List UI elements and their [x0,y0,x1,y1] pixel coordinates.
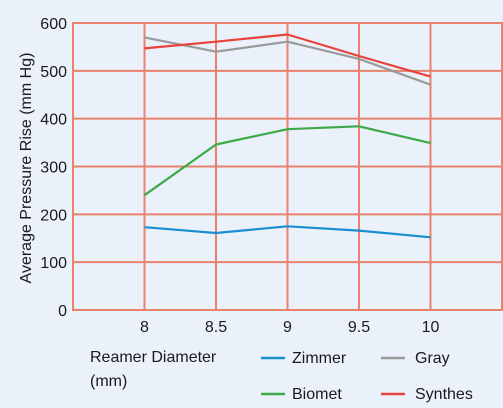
legend-label-gray: Gray [415,350,450,367]
series-line-gray [144,36,431,86]
legend: Zimmer Gray Biomet Synthes [261,350,473,403]
legend-item-synthes: Synthes [381,386,473,403]
x-tick-label: 9 [283,319,292,336]
series-line-synthes [144,33,431,78]
axes: 0 100 200 300 400 500 600 8 8.5 9 9.5 10 [40,16,439,336]
x-tick-label: 10 [422,319,440,336]
legend-item-zimmer: Zimmer [261,350,347,367]
y-tick-label: 400 [40,112,67,129]
y-tick-label: 0 [58,303,67,320]
legend-label-zimmer: Zimmer [292,350,347,367]
y-tick-label: 500 [40,64,67,81]
legend-item-biomet: Biomet [261,386,342,403]
legend-item-gray: Gray [381,350,450,367]
x-tick-label: 8.5 [205,319,227,336]
y-tick-label: 300 [40,160,67,177]
legend-label-synthes: Synthes [415,386,473,403]
x-tick-label: 9.5 [348,319,370,336]
grid [72,22,503,311]
x-axis-title-line-1: Reamer Diameter [90,349,217,366]
y-tick-label: 100 [40,255,67,272]
x-axis-title-line-2: (mm) [90,373,127,390]
x-tick-label: 8 [140,319,149,336]
y-tick-label: 600 [40,16,67,33]
series-lines [143,33,431,239]
legend-label-biomet: Biomet [292,386,342,403]
y-axis-title: Average Pressure Rise (mm Hg) [18,53,35,284]
y-tick-label: 200 [40,207,67,224]
